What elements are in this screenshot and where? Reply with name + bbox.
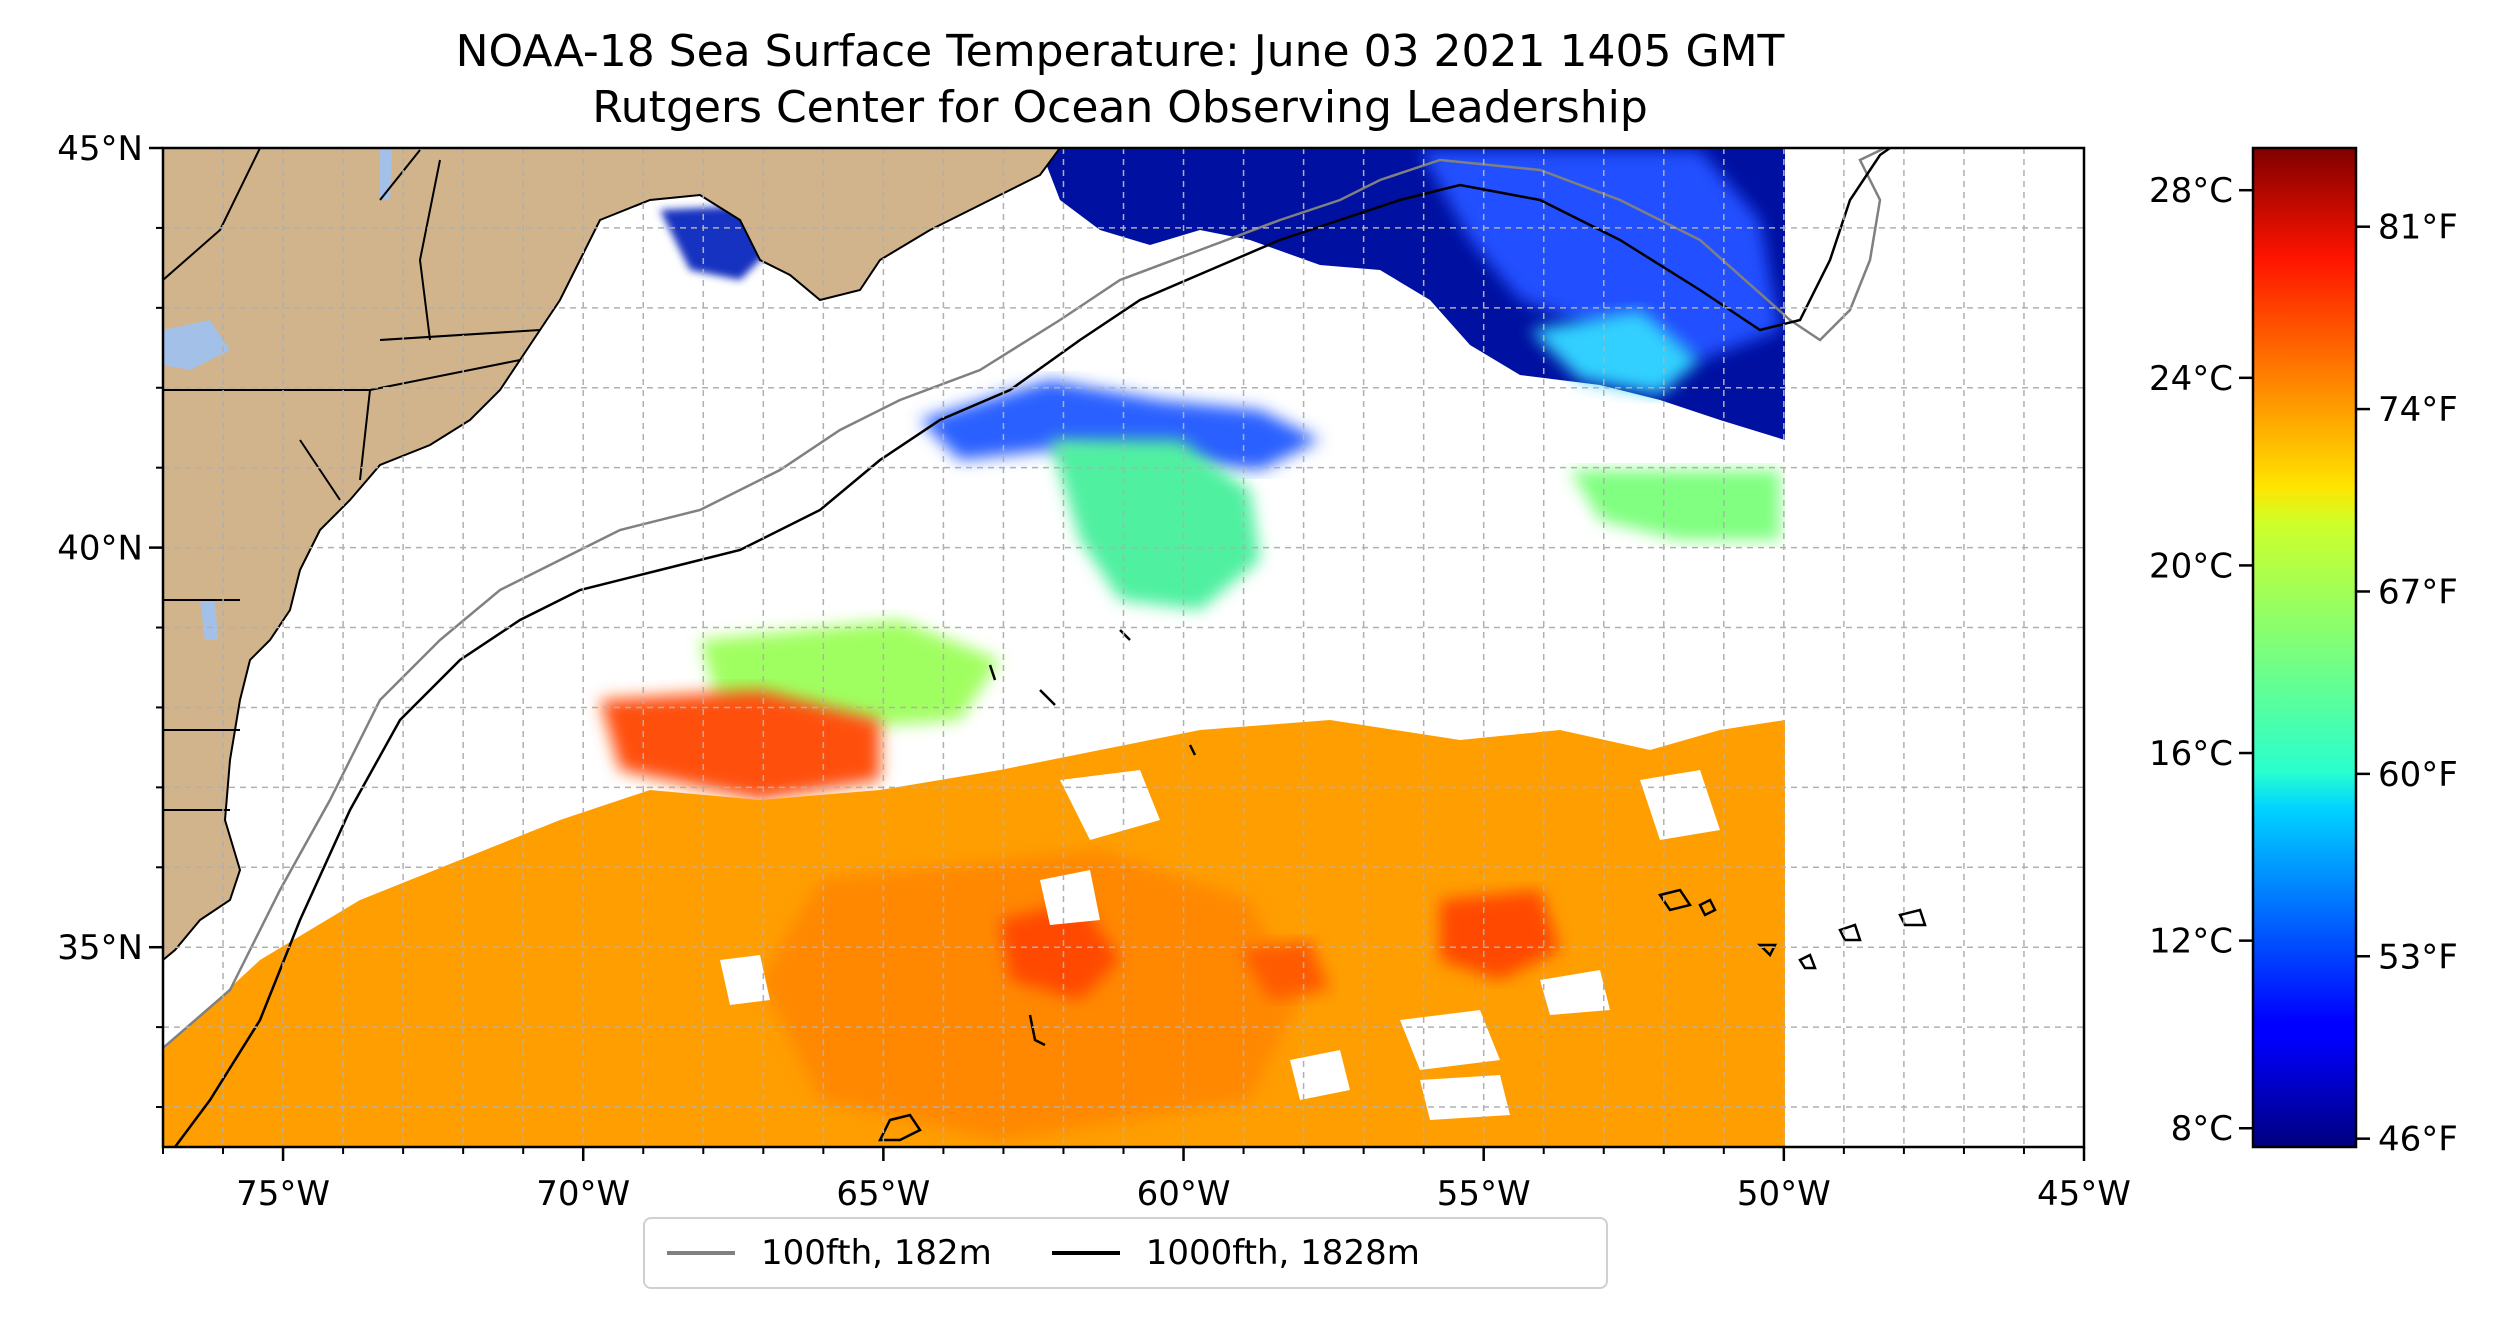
fahrenheit-tick-label: 53°F <box>2378 937 2458 977</box>
sst-mid-band <box>920 380 1320 470</box>
celsius-tick-label: 8°C <box>2171 1109 2233 1149</box>
legend-label: 100fth, 182m <box>761 1233 992 1273</box>
x-tick-label: 60°W <box>1137 1174 1231 1214</box>
x-tick-label: 70°W <box>536 1174 630 1214</box>
sst-warm-red-1 <box>1000 900 1120 1000</box>
x-tick-label: 45°W <box>2037 1174 2131 1214</box>
seamount-contours <box>877 629 1927 1142</box>
cloud-gap-3 <box>1400 1010 1500 1070</box>
sst-warm-red-2 <box>1440 890 1560 980</box>
celsius-tick-label: 20°C <box>2149 546 2233 586</box>
legend-label: 1000fth, 1828m <box>1145 1233 1420 1273</box>
title-line-1: NOAA-18 Sea Surface Temperature: June 03… <box>455 26 1785 77</box>
legend-line-swatch <box>1051 1251 1120 1255</box>
cloud-gap-5 <box>1040 870 1100 925</box>
inland-water-3 <box>200 600 218 640</box>
y-tick-label: 35°N <box>57 928 143 968</box>
x-tick-label: 55°W <box>1437 1174 1531 1214</box>
sst-cyan-patch <box>1530 310 1700 395</box>
cloud-gap-7 <box>1290 1050 1350 1100</box>
map-legend: 100fth, 182m 1000fth, 1828m <box>643 1217 1608 1289</box>
sst-east-green <box>1570 470 1780 540</box>
legend-line-swatch <box>667 1251 735 1255</box>
fahrenheit-tick-label: 46°F <box>2378 1120 2458 1160</box>
legend-item: 100fth, 182m <box>667 1233 992 1273</box>
cloud-gap-4 <box>1420 1075 1510 1120</box>
map-title: NOAA-18 Sea Surface Temperature: June 03… <box>0 24 2240 136</box>
sst-cool-patch <box>1420 150 1780 360</box>
legend-item: 1000fth, 1828m <box>1051 1233 1420 1273</box>
sst-warm-red-3 <box>1240 940 1330 1000</box>
fahrenheit-tick-label: 74°F <box>2378 390 2458 430</box>
state-borders <box>163 148 541 811</box>
sst-red-patch-west <box>600 690 880 800</box>
x-tick-label: 65°W <box>836 1174 930 1214</box>
colorbar <box>2251 146 2358 1149</box>
cloud-gap-8 <box>1540 970 1610 1015</box>
sst-field <box>163 148 2084 1147</box>
sst-green-eddy <box>1050 440 1260 610</box>
fahrenheit-tick-label: 60°F <box>2378 755 2458 795</box>
colorbar-ticks: 28°C 24°C 20°C 16°C 12°C 8°C 81°F 74°F 67°F 60°F 5… <box>2149 171 2458 1159</box>
fahrenheit-tick-label: 81°F <box>2378 208 2458 248</box>
land-mass <box>163 148 1062 962</box>
celsius-tick-label: 28°C <box>2149 171 2233 211</box>
contour-1000fth <box>173 148 1891 1147</box>
celsius-tick-label: 12°C <box>2149 922 2233 962</box>
no-data-area <box>1785 148 2084 1147</box>
y-tick-label: 45°N <box>57 129 143 169</box>
y-tick-label: 40°N <box>57 529 143 569</box>
title-line-2: Rutgers Center for Ocean Observing Leade… <box>592 82 1648 133</box>
celsius-tick-label: 24°C <box>2149 359 2233 399</box>
map-grid <box>163 148 2084 1147</box>
x-tick-label: 50°W <box>1737 1174 1831 1214</box>
contour-100fth <box>163 148 1886 1049</box>
celsius-tick-label: 16°C <box>2149 734 2233 774</box>
fahrenheit-tick-label: 67°F <box>2378 572 2458 612</box>
cloud-gap-6 <box>720 955 770 1005</box>
map-ticks: 75°W 70°W 65°W 60°W 55°W 50°W 45°W 45°N 40°N 35°N <box>57 129 2131 1214</box>
inland-water-2 <box>163 320 230 370</box>
sst-warm-orange <box>760 850 1300 1140</box>
x-tick-label: 75°W <box>236 1174 330 1214</box>
